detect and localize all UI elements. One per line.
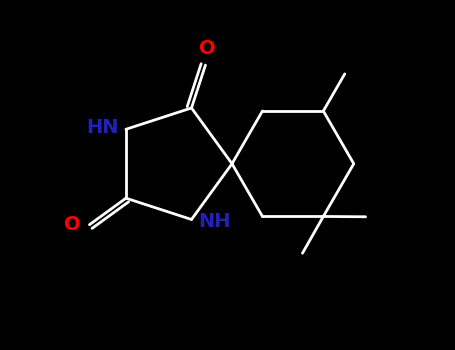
Text: O: O xyxy=(64,215,81,234)
Text: O: O xyxy=(199,39,216,58)
Text: HN: HN xyxy=(87,118,119,136)
Text: NH: NH xyxy=(198,212,231,231)
